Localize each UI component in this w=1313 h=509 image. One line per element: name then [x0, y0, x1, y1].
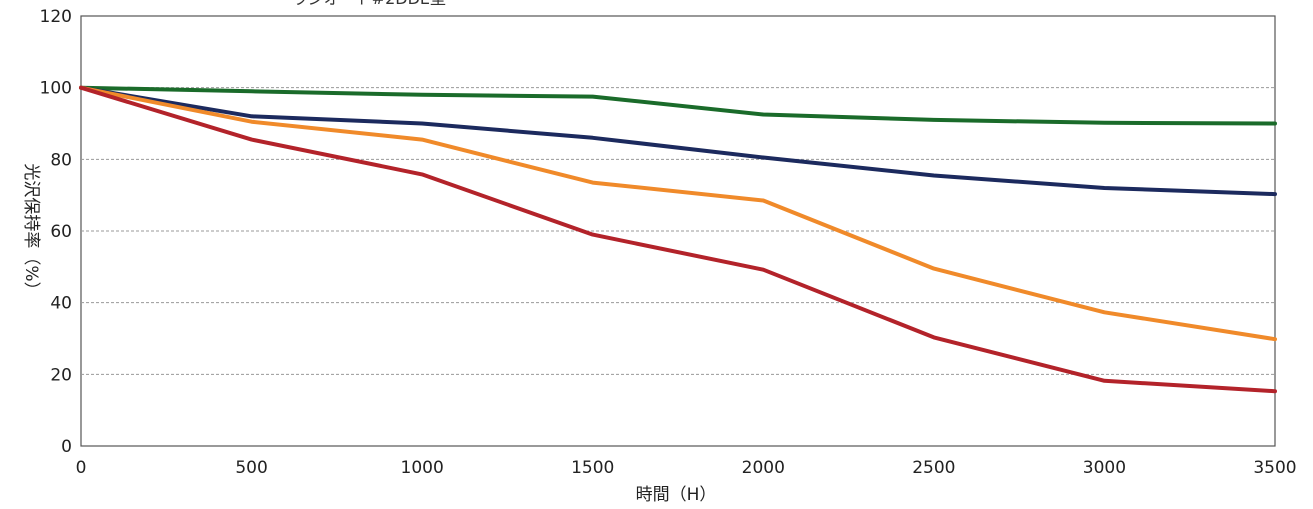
series-line-4: [79, 85, 1277, 394]
series-line-2: [79, 85, 1277, 197]
y-tick-label: 20: [50, 365, 72, 385]
y-tick-label: 100: [40, 79, 72, 99]
series-lines: [79, 85, 1277, 394]
y-tick-label: 0: [61, 437, 72, 457]
x-tick-label: 500: [235, 458, 267, 478]
series-line-3: [79, 85, 1277, 342]
x-tick-label: 1500: [571, 458, 614, 478]
x-tick-label: 3500: [1253, 458, 1296, 478]
y-tick-label: 40: [50, 294, 72, 314]
x-tick-label: 1000: [401, 458, 444, 478]
y-tick-label: 80: [50, 150, 72, 170]
series-line-1: [79, 85, 1277, 126]
tick-labels: 0 20 40 60 80 100 120 0 500 1000 1500 2000 2500 3000 3…: [40, 7, 1297, 478]
y-tick-label: 120: [40, 7, 72, 27]
y-tick-label: 60: [50, 222, 72, 242]
y-axis-title: 光沢保持率（%）: [21, 163, 41, 298]
x-tick-label: 2500: [912, 458, 955, 478]
x-axis-title: 時間（H）: [636, 485, 717, 505]
x-tick-label: 2000: [742, 458, 785, 478]
partial-legend-text: ラジオ・ト#2DDE型: [292, 0, 446, 8]
x-tick-label: 0: [76, 458, 87, 478]
x-tick-label: 3000: [1083, 458, 1126, 478]
